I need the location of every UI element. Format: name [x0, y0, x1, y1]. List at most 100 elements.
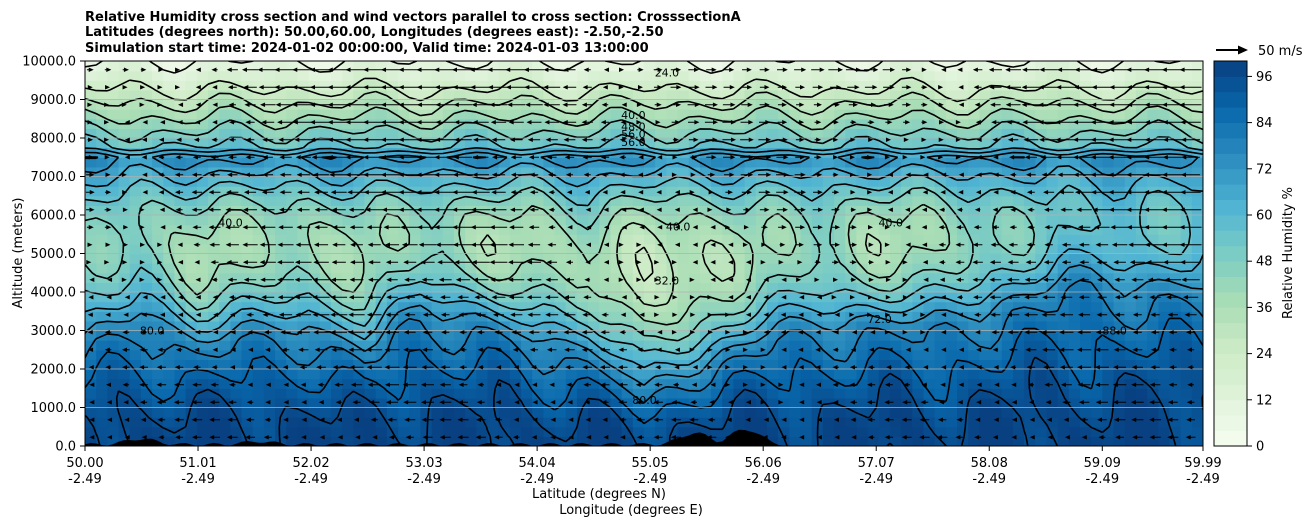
wind-vector-head [330, 330, 336, 335]
field-cell [666, 369, 679, 380]
field-cell [398, 282, 410, 293]
wind-vector-head [248, 347, 254, 352]
field-cell [230, 138, 243, 149]
field-cell [442, 369, 455, 380]
field-cell [1147, 234, 1159, 245]
field-cell [140, 320, 153, 332]
field-cell [599, 128, 612, 139]
field-cell [465, 176, 477, 187]
field-cell [711, 282, 723, 293]
field-cell [968, 80, 980, 91]
field-cell [822, 224, 835, 235]
field-cell [766, 195, 779, 206]
field-cell [990, 369, 1003, 380]
wind-vector-head [850, 417, 856, 422]
field-cell [912, 407, 925, 418]
field-cell [509, 157, 522, 168]
field-cell [1102, 147, 1115, 158]
field-cell [588, 340, 600, 351]
field-cell [599, 205, 612, 216]
field-cell [834, 407, 846, 418]
field-cell [755, 89, 768, 101]
field-cell [1046, 89, 1059, 101]
field-cell [487, 340, 500, 351]
wind-vector-head [348, 330, 354, 335]
field-cell [386, 340, 399, 351]
field-cell [185, 138, 198, 149]
field-cell [1191, 359, 1203, 370]
field-cell [800, 99, 813, 110]
field-cell [1169, 166, 1182, 178]
field-cell [711, 80, 723, 91]
field-cell [252, 301, 265, 312]
field-cell [1124, 166, 1137, 178]
field-cell [364, 311, 377, 322]
field-cell [140, 138, 153, 149]
field-cell [733, 359, 746, 370]
field-cell [196, 118, 209, 129]
field-cell [1024, 349, 1036, 360]
field-cell [96, 320, 108, 332]
field-cell [979, 61, 992, 72]
field-cell [476, 359, 489, 370]
field-cell [129, 282, 142, 293]
field-cell [889, 176, 902, 187]
wind-vector-head [510, 312, 516, 317]
field-cell [286, 301, 299, 312]
wind-vector-head [174, 382, 180, 387]
wind-vector-head [422, 347, 428, 352]
field-cell [588, 330, 600, 341]
field-cell [353, 70, 366, 81]
field-cell [945, 80, 958, 91]
field-cell [431, 157, 444, 168]
field-cell [453, 359, 466, 370]
field-cell [901, 320, 913, 332]
field-cell [655, 311, 667, 322]
field-cell [1135, 330, 1148, 341]
field-cell [565, 378, 578, 389]
field-cell [1158, 378, 1171, 389]
field-cell [1091, 186, 1103, 197]
field-cell [688, 80, 701, 91]
field-cell [1091, 263, 1103, 274]
field-cell [644, 311, 656, 322]
field-cell [1169, 417, 1182, 428]
field-cell [1124, 89, 1137, 101]
field-cell [129, 195, 142, 206]
wind-vector-head [778, 400, 784, 405]
field-cell [543, 272, 556, 283]
field-cell [152, 128, 164, 139]
field-cell [610, 166, 623, 178]
field-cell [308, 359, 321, 370]
field-cell [386, 369, 399, 380]
field-cell [107, 292, 120, 303]
field-cell [711, 89, 723, 101]
field-cell [845, 89, 858, 101]
wind-vector-head [348, 347, 354, 352]
field-cell [129, 166, 142, 178]
field-cell [655, 61, 667, 72]
field-cell [845, 70, 858, 81]
field-cell [330, 320, 343, 332]
field-cell [945, 359, 958, 370]
field-cell [856, 138, 869, 149]
field-cell [375, 407, 388, 418]
field-cell [386, 417, 399, 428]
field-cell [789, 80, 802, 91]
field-cell [1124, 80, 1137, 91]
field-cell [1135, 234, 1148, 245]
field-cell [565, 320, 578, 332]
field-cell [576, 61, 589, 72]
field-cell [375, 224, 388, 235]
field-cell [1024, 311, 1036, 322]
field-cell [1035, 359, 1048, 370]
field-cell [241, 80, 254, 91]
field-cell [912, 234, 925, 245]
field-cell [711, 109, 723, 120]
field-cell [644, 166, 656, 178]
field-cell [599, 70, 612, 81]
field-cell [554, 292, 567, 303]
field-cell [297, 282, 310, 293]
wind-vector-head [458, 382, 464, 387]
wind-vector-head [476, 400, 482, 405]
